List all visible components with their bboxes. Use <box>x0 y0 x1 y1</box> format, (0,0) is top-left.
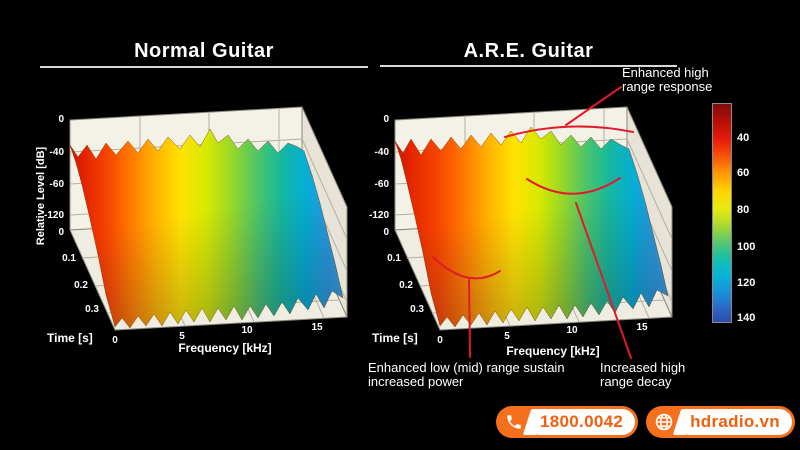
phone-button[interactable]: 1800.0042 <box>496 406 639 438</box>
svg-text:-60: -60 <box>375 179 390 190</box>
svg-text:0.2: 0.2 <box>74 280 88 291</box>
svg-text:0: 0 <box>58 114 64 125</box>
svg-text:15: 15 <box>311 322 323 333</box>
left-chart-title: Normal Guitar <box>134 40 274 62</box>
svg-text:0: 0 <box>383 114 389 125</box>
phone-number-label: 1800.0042 <box>534 409 636 435</box>
right-freq-axis-label: Frequency [kHz] <box>506 344 600 358</box>
colorbar-tick: 40 <box>737 132 750 144</box>
colorbar-tick: 120 <box>737 277 756 289</box>
colorbar-tick: 140 <box>737 312 756 324</box>
right-title-underline <box>380 65 677 67</box>
spectrogram-surface <box>394 126 669 328</box>
svg-text:0.1: 0.1 <box>387 253 401 264</box>
spectrogram-surface <box>69 128 344 329</box>
contact-bar: 1800.0042 hdradio.vn <box>496 406 795 438</box>
website-button[interactable]: hdradio.vn <box>646 406 795 438</box>
level-axis-label: Relative Level [dB] <box>35 146 47 246</box>
svg-text:0.3: 0.3 <box>85 304 99 315</box>
svg-text:-120: -120 <box>369 210 389 221</box>
svg-text:0: 0 <box>112 335 118 346</box>
colorbar-tick: 80 <box>737 204 750 216</box>
colorbar-labels: 40 60 80 100 120 140 <box>737 103 767 324</box>
svg-text:-40: -40 <box>375 147 390 158</box>
svg-text:0.2: 0.2 <box>399 280 413 291</box>
svg-text:0: 0 <box>437 335 443 346</box>
svg-text:0: 0 <box>383 227 389 238</box>
left-title-underline <box>40 66 368 68</box>
svg-text:-60: -60 <box>50 179 65 190</box>
svg-text:5: 5 <box>179 331 185 342</box>
right-time-axis-label: Time [s] <box>372 331 418 345</box>
svg-text:10: 10 <box>566 325 578 336</box>
website-label: hdradio.vn <box>684 409 792 435</box>
time-axis-ticks: 0 0.1 0.2 0.3 <box>58 227 99 315</box>
right-chart-title: A.R.E. Guitar <box>463 40 594 62</box>
svg-text:-120: -120 <box>44 210 64 221</box>
time-axis-ticks: 0 0.1 0.2 0.3 <box>383 227 424 315</box>
freq-axis-ticks: 0 5 10 15 <box>112 322 323 346</box>
annotation-high-decay: Increased high range decay <box>600 360 686 390</box>
normal-guitar-3d-plot: 0 -40 -60 -120 0 0.1 0.2 0.3 0 5 10 15 <box>44 106 348 346</box>
svg-text:0.3: 0.3 <box>410 304 424 315</box>
svg-text:0.1: 0.1 <box>62 253 76 264</box>
svg-text:15: 15 <box>636 322 648 333</box>
annotation-low-sustain: Enhanced low (mid) range sustain increas… <box>368 360 565 390</box>
left-time-axis-label: Time [s] <box>47 331 93 345</box>
svg-text:10: 10 <box>241 325 253 336</box>
freq-axis-ticks: 0 5 10 15 <box>437 322 648 346</box>
level-axis-ticks: 0 -40 -60 -120 <box>44 114 64 221</box>
colorbar-tick: 100 <box>737 241 756 253</box>
svg-text:0: 0 <box>58 227 64 238</box>
colorbar <box>712 103 732 323</box>
colorbar-tick: 60 <box>737 167 750 179</box>
svg-text:5: 5 <box>504 331 510 342</box>
left-freq-axis-label: Frequency [kHz] <box>178 341 272 355</box>
globe-icon <box>650 412 678 432</box>
annotation-high-response: Enhanced high range response <box>622 65 713 95</box>
phone-icon <box>500 413 528 431</box>
level-axis-ticks: 0 -40 -60 -120 <box>369 114 389 221</box>
svg-text:-40: -40 <box>50 147 65 158</box>
are-guitar-3d-plot: 0 -40 -60 -120 0 0.1 0.2 0.3 0 5 10 15 <box>369 106 673 346</box>
